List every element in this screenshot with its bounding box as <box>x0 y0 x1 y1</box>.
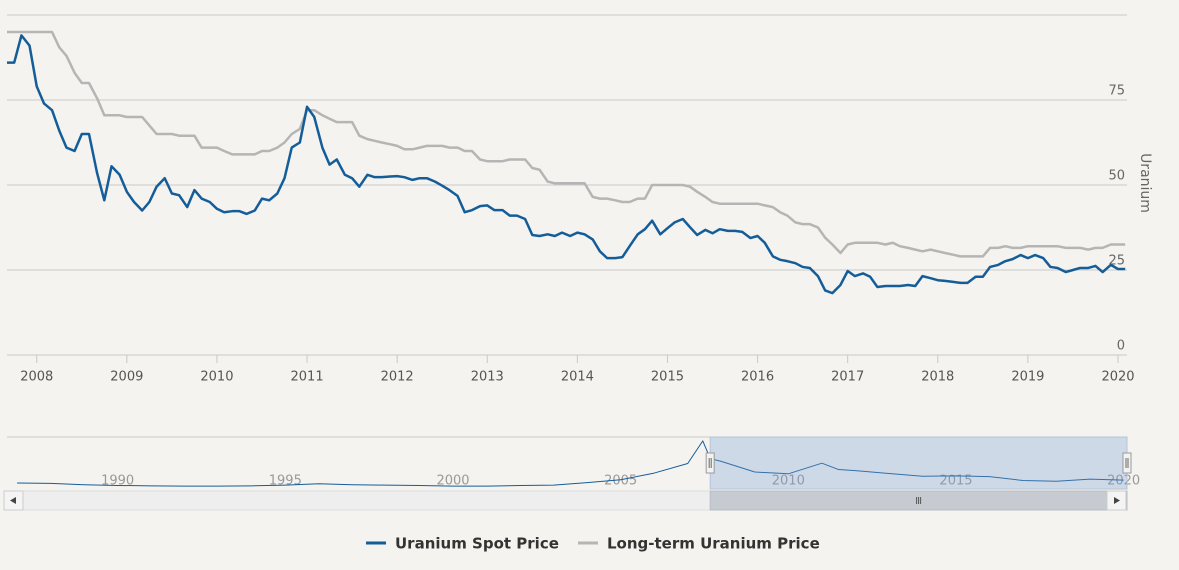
legend-item[interactable]: Uranium Spot Price <box>366 535 559 553</box>
x-tick-label: 2015 <box>651 370 684 385</box>
navigator-selection[interactable] <box>709 436 1128 490</box>
navigator-tick-label: 2020 <box>1107 474 1140 489</box>
x-tick-label: 2013 <box>471 370 504 385</box>
x-tick-label: 2008 <box>20 370 53 385</box>
navigator-handle-right[interactable] <box>1122 452 1132 474</box>
legend-item[interactable]: Long-term Uranium Price <box>578 535 820 553</box>
x-tick-label: 2020 <box>1101 370 1134 385</box>
y-tick-label: 50 <box>1108 169 1125 184</box>
x-tick-label: 2017 <box>831 370 864 385</box>
x-tick-label: 2018 <box>921 370 954 385</box>
navigator-tick-label: 1990 <box>101 474 134 489</box>
navigator-tick-label: 2005 <box>604 474 637 489</box>
y-axis-title: Uranium <box>1137 153 1153 213</box>
line-series <box>7 30 1126 258</box>
x-tick-label: 2014 <box>561 370 594 385</box>
navigator-tick-label: 2015 <box>939 474 972 489</box>
legend-label[interactable]: Long-term Uranium Price <box>607 535 820 553</box>
x-tick-label: 2019 <box>1011 370 1044 385</box>
navigator-tick-label: 2010 <box>772 474 805 489</box>
navigator-background <box>7 437 1127 489</box>
x-tick-label: 2009 <box>110 370 143 385</box>
x-tick-label: 2010 <box>200 370 233 385</box>
x-tick-label: 2012 <box>381 370 414 385</box>
line-series <box>7 34 1126 295</box>
y-tick-label: 75 <box>1108 84 1125 99</box>
line-series <box>17 440 1124 487</box>
handle-body[interactable] <box>1122 452 1132 474</box>
y-tick-label: 0 <box>1117 339 1125 354</box>
navigator-tick-label: 2000 <box>436 474 469 489</box>
navigator-outside-mask <box>7 437 710 489</box>
x-tick-label: 2016 <box>741 370 774 385</box>
navigator-handle-left[interactable] <box>705 452 715 474</box>
handle-body[interactable] <box>705 452 715 474</box>
scrollbar-right-arrow[interactable] <box>1114 497 1120 504</box>
scrollbar-left-arrow[interactable] <box>10 497 16 504</box>
legend-label[interactable]: Uranium Spot Price <box>395 535 559 553</box>
x-tick-label: 2011 <box>291 370 324 385</box>
